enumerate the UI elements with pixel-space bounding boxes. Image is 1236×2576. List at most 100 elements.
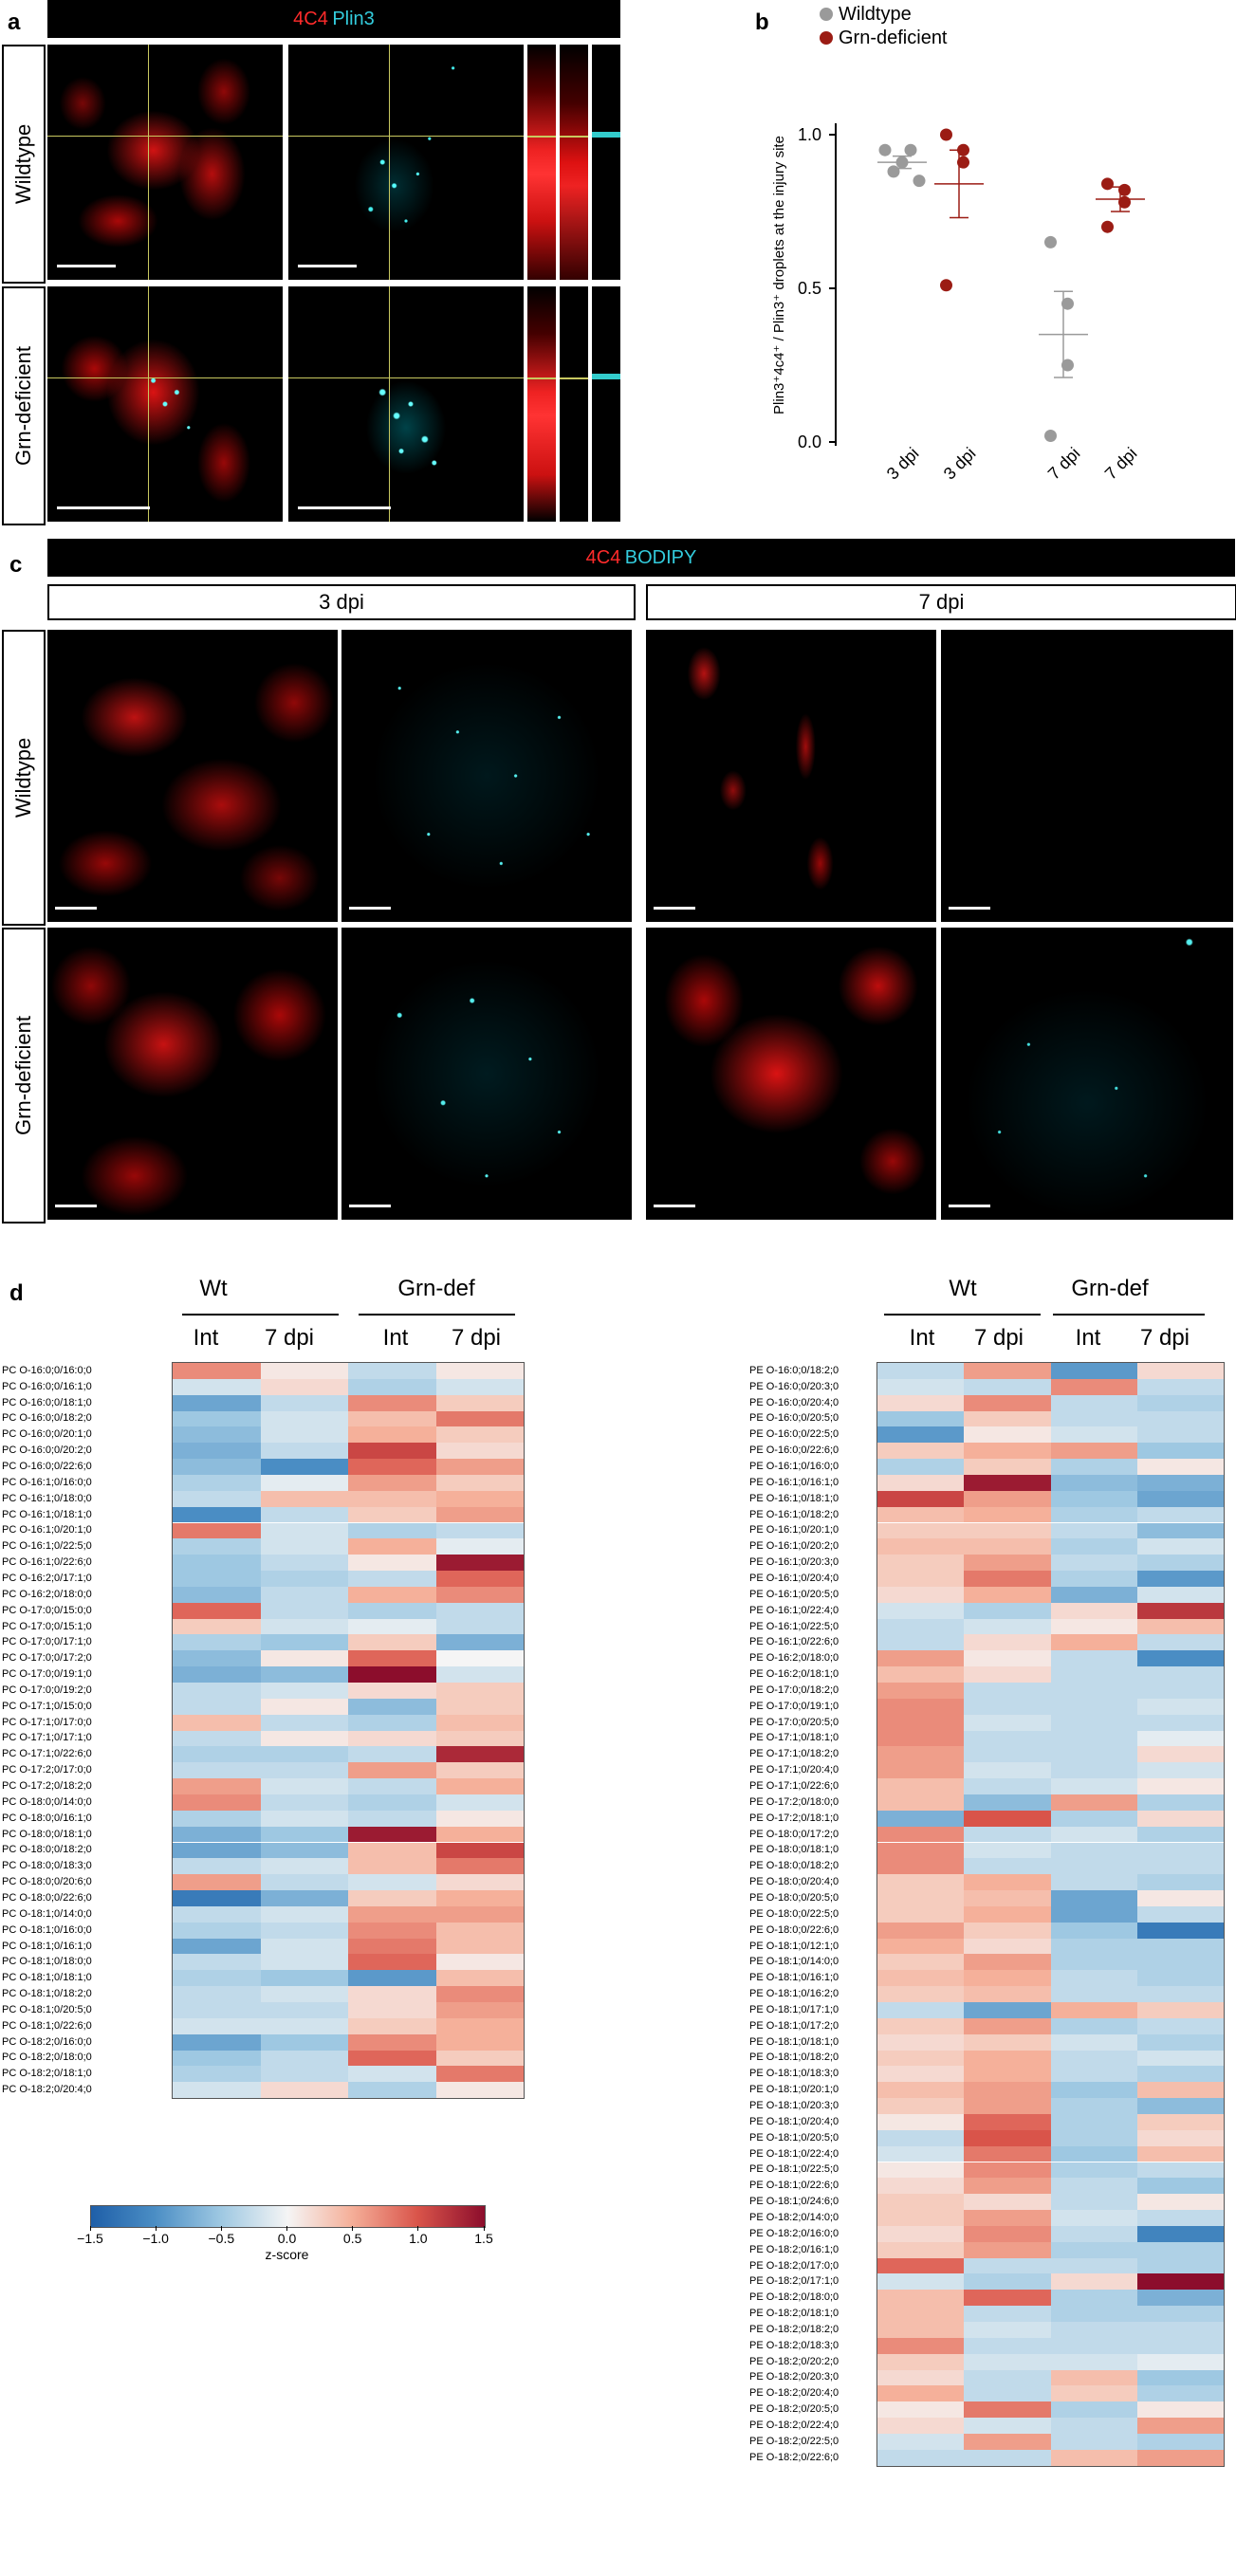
heatmap-cell: [1136, 2306, 1224, 2322]
heatmap-row-label: PE O-17:0;0/20:5;0: [749, 1716, 839, 1728]
heatmap-cell: [1050, 2385, 1137, 2402]
heatmap-cell: [1136, 1794, 1224, 1811]
panel-a-row-label-grn-text: Grn-deficient: [11, 346, 35, 466]
panel-c-row-label-wildtype: Wildtype: [2, 630, 46, 926]
heatmap-cell: [877, 1394, 965, 1411]
hm-left-col-2: 7 dpi: [264, 1325, 315, 1351]
heatmap-cell: [1136, 1522, 1224, 1539]
heatmap-row-label: PE O-18:1;0/20:3;0: [749, 2100, 839, 2112]
heatmap-cell: [877, 1490, 965, 1507]
heatmap-cell: [1136, 2369, 1224, 2386]
hm-right-col-3: Int: [1075, 1325, 1101, 1351]
heatmap-cell: [877, 1810, 965, 1827]
x-ticks: 3 dpi 3 dpi 7 dpi 7 dpi: [883, 444, 1141, 484]
heatmap-cell: [1136, 1922, 1224, 1939]
heatmap-row-label: PC O-18:0;0/18:2;0: [2, 1844, 92, 1856]
heatmap-row-label: PC O-16:1;0/18:1;0: [2, 1508, 92, 1520]
heatmap-cell: [1050, 1602, 1137, 1619]
heatmap-row-label: PC O-18:1;0/20:5;0: [2, 2003, 92, 2015]
heatmap-row-label: PE O-17:1;0/22:6;0: [749, 1780, 839, 1793]
heatmap-cell: [173, 1522, 261, 1539]
x-tick-label: 3 dpi: [940, 444, 980, 484]
heatmap-cell: [1136, 1730, 1224, 1747]
heatmap-row-label: PC O-18:1;0/18:2;0: [2, 1988, 92, 2000]
heatmap-cell: [1136, 2194, 1224, 2211]
heatmap-cell: [1050, 1474, 1137, 1491]
panel-c-row-label-wildtype-text: Wildtype: [11, 737, 35, 819]
heatmap-cell: [1050, 1730, 1137, 1747]
data-point: [1118, 195, 1131, 209]
heatmap-cell: [964, 2017, 1051, 2034]
heatmap-row-label: PE O-18:2;0/18:2;0: [749, 2323, 839, 2335]
panel-label-c: c: [9, 552, 23, 578]
heatmap-row-label: PE O-16:1;0/20:1;0: [749, 1524, 839, 1536]
heatmap-cell: [1050, 1586, 1137, 1603]
heatmap-cell: [435, 1474, 524, 1491]
heatmap-cell: [260, 1905, 348, 1923]
heatmap-cell: [1050, 2178, 1137, 2195]
heatmap-cell: [260, 1826, 348, 1843]
heatmap-cell: [877, 1922, 965, 1939]
heatmap-cell: [1050, 1970, 1137, 1987]
heatmap-cell: [1050, 1890, 1137, 1906]
heatmap-row-label: PE O-16:0;0/22:6;0: [749, 1444, 839, 1457]
y-tick-label: 1.0: [798, 125, 821, 144]
heatmap-cell: [964, 2113, 1051, 2130]
heatmap-cell: [964, 1522, 1051, 1539]
colorbar-label: z-score: [265, 2247, 309, 2262]
heatmap-cell: [964, 1954, 1051, 1971]
heatmap-cell: [964, 2129, 1051, 2146]
heatmap-cell: [348, 1970, 436, 1987]
heatmap-row-label: PE O-18:1;0/22:4;0: [749, 2147, 839, 2160]
heatmap-cell: [260, 1922, 348, 1939]
heatmap-cell: [1050, 1378, 1137, 1395]
colorbar-tick-label: 1.0: [409, 2231, 428, 2246]
heatmap-row-label: PE O-18:1;0/18:1;0: [749, 2035, 839, 2048]
heatmap-cell: [1136, 2145, 1224, 2162]
heatmap-cell: [964, 2002, 1051, 2018]
heatmap-cell: [173, 2082, 261, 2099]
heatmap-cell: [964, 1443, 1051, 1460]
heatmap-cell: [173, 2050, 261, 2067]
heatmap-cell: [348, 2066, 436, 2083]
heatmap-row-label: PC O-16:0;0/22:6;0: [2, 1461, 92, 1473]
heatmap-cell: [260, 1890, 348, 1906]
heatmap-row-label: PE O-18:1;0/16:1;0: [749, 1972, 839, 1984]
heatmap-row-label: PE O-18:0;0/22:6;0: [749, 1923, 839, 1936]
heatmap-cell: [348, 1394, 436, 1411]
heatmap-cell: [260, 1970, 348, 1987]
heatmap-cell: [173, 1586, 261, 1603]
heatmap-cell: [877, 2369, 965, 2386]
heatmap-cell: [260, 2002, 348, 2018]
x-tick-label: 7 dpi: [1044, 444, 1084, 484]
heatmap-cell: [1050, 2113, 1137, 2130]
heatmap-cell: [435, 1810, 524, 1827]
heatmap-cell: [173, 1490, 261, 1507]
heatmap-cell: [435, 1858, 524, 1875]
heatmap-cell: [260, 1874, 348, 1891]
heatmap-cell: [435, 1954, 524, 1971]
colorbar: [90, 2205, 486, 2228]
heatmap-cell: [964, 1363, 1051, 1379]
heatmap-cell: [877, 2033, 965, 2051]
heatmap-cell: [173, 1650, 261, 1667]
heatmap-cell: [173, 1905, 261, 1923]
heatmap-cell: [260, 1618, 348, 1635]
heatmap-row-label: PE O-16:1;0/20:2;0: [749, 1540, 839, 1553]
heatmap-row-label: PE O-18:2;0/16:0;0: [749, 2227, 839, 2239]
panel-label-a: a: [8, 9, 21, 35]
heatmap-cell: [964, 2162, 1051, 2179]
heatmap-cell: [1050, 2050, 1137, 2067]
heatmap-cell: [964, 1842, 1051, 1859]
heatmap-cell: [1136, 1410, 1224, 1427]
heatmap-cell: [964, 2418, 1051, 2434]
heatmap-cell: [1136, 1778, 1224, 1794]
data-point: [957, 156, 969, 169]
heatmap-cell: [173, 1922, 261, 1939]
heatmap-cell: [877, 2241, 965, 2258]
heatmap-cell: [1050, 2449, 1137, 2466]
heatmap-row-label: PC O-18:1;0/16:1;0: [2, 1940, 92, 1952]
heatmap-cell: [964, 1922, 1051, 1939]
heatmap-cell: [964, 1666, 1051, 1683]
heatmap-cell: [435, 1586, 524, 1603]
